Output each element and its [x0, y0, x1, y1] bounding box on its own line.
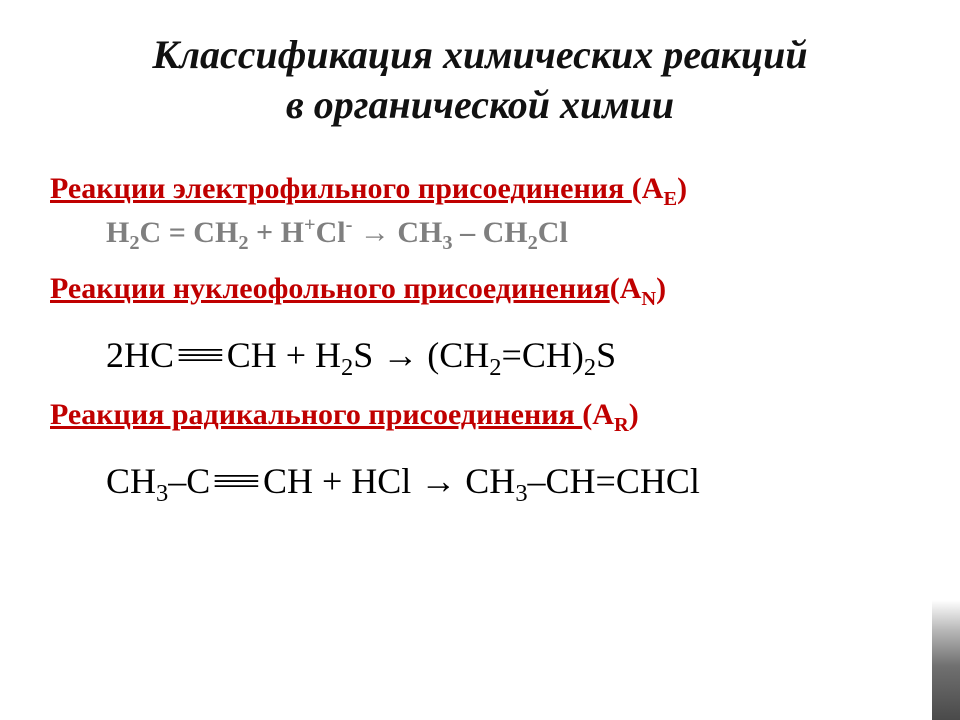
- title-line-2: в органической химии: [286, 82, 674, 127]
- mechanism-subscript: R: [614, 414, 629, 436]
- section-heading-text: Реакции нуклеофольного присоединения: [50, 272, 610, 305]
- formula-fragment: CH: [106, 461, 156, 501]
- formula-fragment: – CH: [453, 216, 528, 249]
- formula-fragment: CH + HCl → CH: [263, 461, 515, 501]
- reaction-equation-2: CH3–C≡CH + HCl → CH3–CH=CHCl: [50, 460, 910, 502]
- mechanism-subscript: N: [641, 288, 656, 310]
- subscript: 3: [156, 480, 168, 507]
- formula-fragment: –C: [168, 461, 210, 501]
- reaction-equation-0: H2C = CH2 + H+Cl- → CH3 – CH2Cl: [50, 216, 910, 250]
- subscript: 2: [341, 354, 353, 381]
- subscript: 3: [515, 480, 527, 507]
- mechanism-symbol: А: [592, 398, 614, 431]
- subscript: 2: [129, 232, 139, 254]
- subscript: 2: [238, 232, 248, 254]
- formula-fragment: + H: [249, 216, 304, 249]
- title-line-1: Классификация химических реакций: [152, 32, 807, 77]
- subscript: 2: [584, 354, 596, 381]
- formula-fragment: Cl: [316, 216, 346, 249]
- formula-fragment: S → (CH: [353, 335, 489, 375]
- formula-fragment: S: [596, 335, 616, 375]
- formula-fragment: C = CH: [140, 216, 239, 249]
- section-heading-text: Реакция радикального присоединения: [50, 398, 582, 431]
- formula-fragment: 2HC: [106, 335, 174, 375]
- mechanism-symbol: А: [620, 272, 642, 305]
- paren-open: (: [610, 272, 620, 305]
- reaction-equation-1: 2HC≡CH + H2S → (CH2=CH)2S: [50, 334, 910, 376]
- triple-bond: ≡: [210, 460, 258, 502]
- subscript: 2: [489, 354, 501, 381]
- formula-fragment: –CH=CHCl: [528, 461, 700, 501]
- formula-fragment: =CH): [502, 335, 584, 375]
- formula-fragment: Cl: [538, 216, 568, 249]
- paren-close: ): [656, 272, 666, 305]
- section-heading-2: Реакция радикального присоединения (АR): [50, 398, 910, 432]
- formula-fragment: H: [106, 216, 129, 249]
- section-heading-text: Реакции электрофильного присоединения: [50, 172, 632, 205]
- paren-open: (: [582, 398, 592, 431]
- paren-open: (: [632, 172, 642, 205]
- paren-close: ): [677, 172, 687, 205]
- sections-container: Реакции электрофильного присоединения (А…: [50, 172, 910, 502]
- slide-title: Классификация химических реакций в орган…: [50, 30, 910, 130]
- subscript: 3: [442, 232, 452, 254]
- formula-fragment: → CH: [352, 216, 442, 249]
- superscript: +: [304, 214, 316, 236]
- mechanism-symbol: А: [642, 172, 664, 205]
- triple-bond: ≡: [174, 334, 222, 376]
- accent-bar: [932, 600, 960, 720]
- subscript: 2: [528, 232, 538, 254]
- mechanism-subscript: E: [663, 188, 677, 210]
- section-heading-1: Реакции нуклеофольного присоединения(АN): [50, 272, 910, 306]
- slide: Классификация химических реакций в орган…: [0, 0, 960, 720]
- paren-close: ): [629, 398, 639, 431]
- formula-fragment: CH + H: [227, 335, 341, 375]
- section-heading-0: Реакции электрофильного присоединения (А…: [50, 172, 910, 206]
